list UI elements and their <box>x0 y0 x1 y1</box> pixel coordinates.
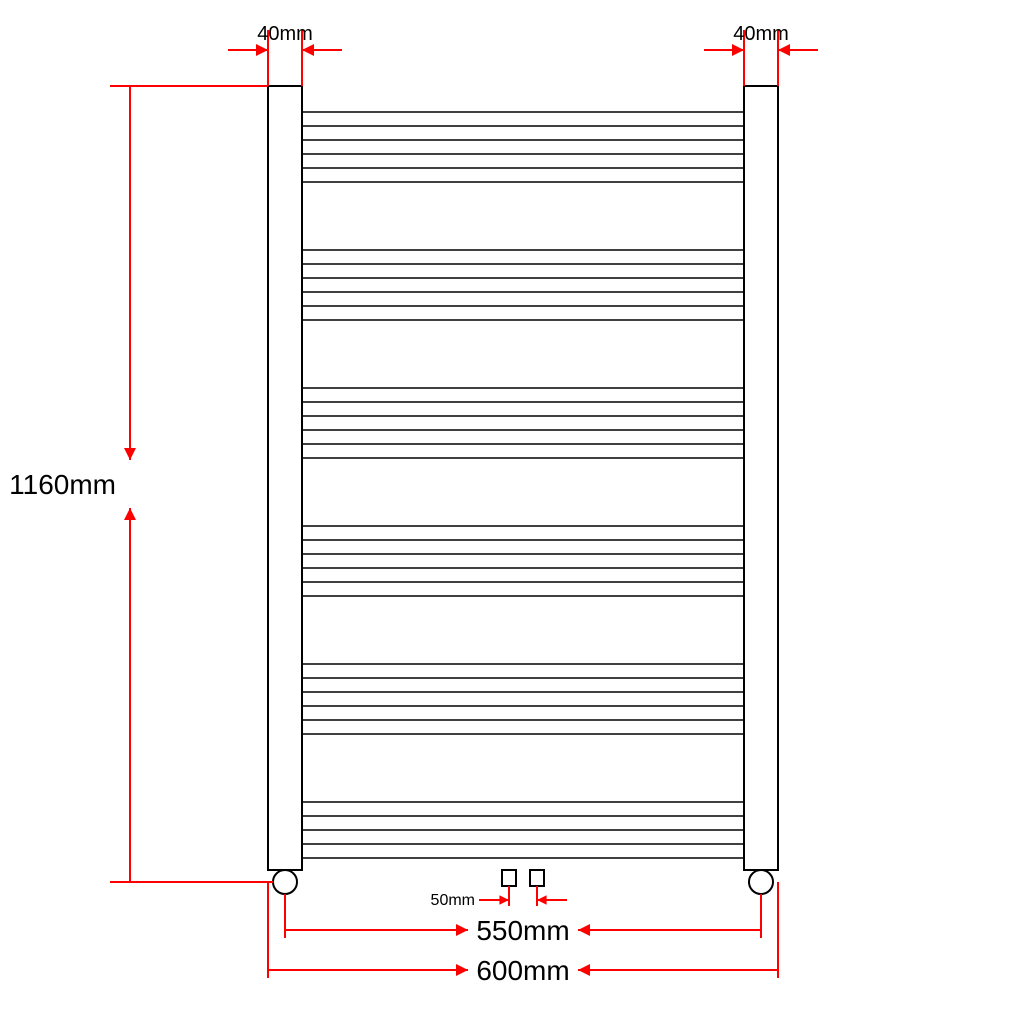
left-post <box>268 86 302 870</box>
dim-connector-label: 50mm <box>431 892 475 909</box>
left-foot <box>273 870 297 894</box>
dim-top-right-label: 40mm <box>733 23 789 45</box>
radiator-body <box>268 86 778 894</box>
dim-width-inner-label: 550mm <box>476 915 569 946</box>
right-post <box>744 86 778 870</box>
dim-width-outer-label: 600mm <box>476 955 569 986</box>
right-foot <box>749 870 773 894</box>
radiator-dimension-drawing: 1160mm 40mm 40mm 50mm550mm 600mm <box>0 0 1024 1024</box>
connector-left <box>502 870 516 886</box>
dim-top-left-label: 40mm <box>257 23 313 45</box>
dim-height-label: 1160mm <box>9 469 116 500</box>
connector-right <box>530 870 544 886</box>
